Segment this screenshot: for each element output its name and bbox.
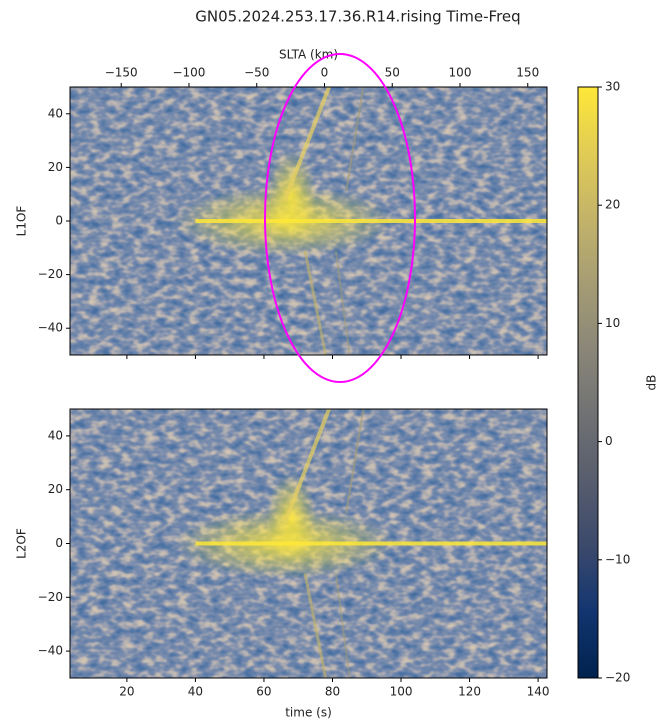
top-tick-label: −150 — [105, 66, 138, 80]
streak — [282, 87, 331, 202]
streak — [345, 409, 365, 514]
x-tick-label: 40 — [188, 685, 203, 699]
y-tick-label: 0 — [55, 536, 63, 550]
y-tick-label: 20 — [48, 482, 63, 496]
features — [174, 409, 547, 678]
colorbar-tick-label: −10 — [605, 552, 630, 566]
top-tick-label: 150 — [516, 66, 539, 80]
top-tick-label: −50 — [244, 66, 269, 80]
y-tick-label: −40 — [38, 321, 63, 335]
y-tick-label: 20 — [48, 160, 63, 174]
y-tick-label: −20 — [38, 267, 63, 281]
x-tick-label: 120 — [458, 685, 481, 699]
x-tick-label: 20 — [119, 685, 134, 699]
top-tick-label: −100 — [172, 66, 205, 80]
colorbar-tick-label: 30 — [605, 80, 620, 94]
streak — [303, 573, 328, 678]
y-tick-label: −40 — [38, 644, 63, 658]
energy-blob — [266, 151, 317, 241]
streak — [345, 87, 365, 192]
y-tick-label: 0 — [55, 214, 63, 228]
y-tick-label: −20 — [38, 590, 63, 604]
colorbar-tick-label: 10 — [605, 316, 620, 330]
top-tick-label: 0 — [321, 66, 329, 80]
x-axis-label: time (s) — [285, 706, 332, 720]
colorbar-tick-label: 0 — [605, 434, 613, 448]
x-tick-label: 60 — [256, 685, 271, 699]
streak — [334, 250, 351, 355]
y-axis-label: L1OF — [15, 206, 29, 237]
y-axis-label: L2OF — [15, 528, 29, 559]
x-tick-label: 100 — [390, 685, 413, 699]
top-axis-label: SLTA (km) — [279, 48, 338, 62]
colorbar — [577, 86, 599, 679]
y-tick-label: 40 — [48, 106, 63, 120]
chart-title: GN05.2024.253.17.36.R14.rising Time-Freq — [195, 8, 520, 26]
colorbar-label: dB — [645, 375, 659, 391]
colorbar-tick-label: −20 — [605, 671, 630, 685]
y-tick-label: 40 — [48, 428, 63, 442]
features — [174, 87, 547, 355]
streak — [334, 573, 351, 678]
colorbar-tick-label: 20 — [605, 198, 620, 212]
streak — [282, 409, 331, 525]
annotation-ellipse — [264, 53, 416, 383]
x-tick-label: 140 — [527, 685, 550, 699]
energy-blob — [266, 473, 317, 564]
top-tick-label: 50 — [385, 66, 400, 80]
top-tick-label: 100 — [449, 66, 472, 80]
streak — [303, 250, 328, 355]
x-tick-label: 80 — [325, 685, 340, 699]
